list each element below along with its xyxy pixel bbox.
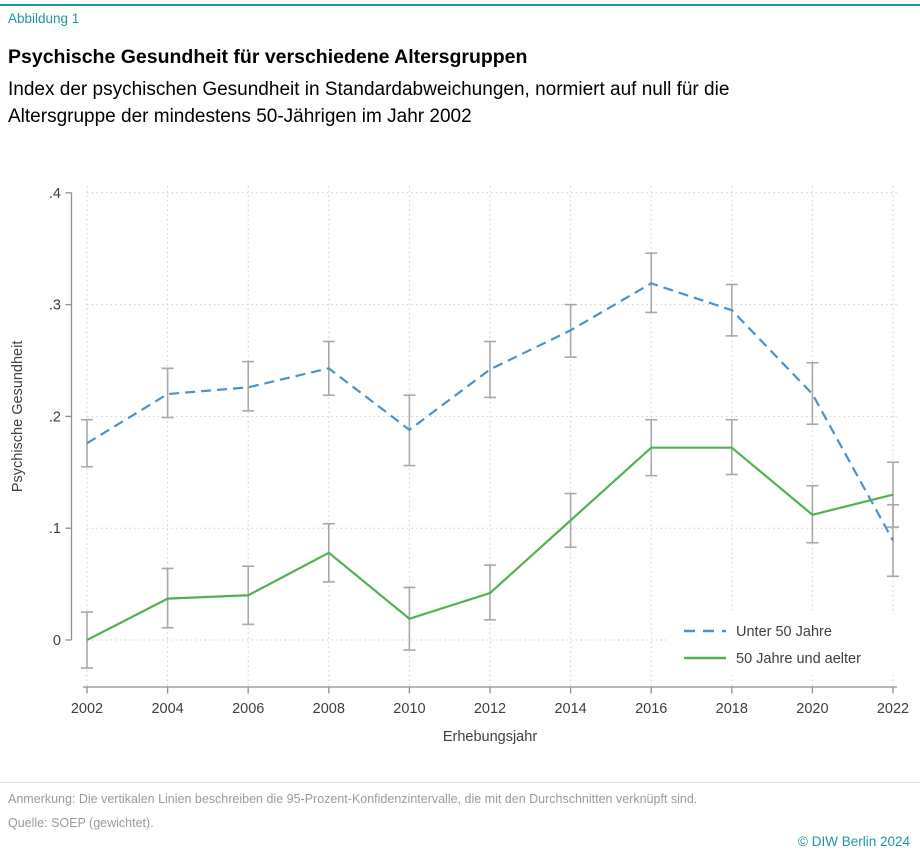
copyright-text: © DIW Berlin 2024 — [798, 834, 910, 849]
chart-canvas: Unter 50 Jahre 50 Jahre und aelter 0 .1 .2 .3… — [10, 186, 909, 745]
svg-text:2016: 2016 — [635, 701, 667, 717]
svg-text:2020: 2020 — [796, 701, 828, 717]
mental-health-line-chart: Unter 50 Jahre 50 Jahre und aelter 0 .1 .2 .3… — [0, 150, 920, 770]
y-axis: 0 .1 .2 .3 .4 Psychische Gesundheit — [10, 186, 73, 649]
svg-text:2012: 2012 — [474, 701, 506, 717]
svg-text:2008: 2008 — [313, 701, 345, 717]
series-line — [86, 282, 894, 542]
top-rule — [0, 4, 920, 6]
chart-subtitle: Index der psychischen Gesundheit in Stan… — [8, 79, 730, 127]
svg-text:.2: .2 — [49, 409, 61, 425]
svg-text:2022: 2022 — [877, 701, 909, 717]
svg-text:2018: 2018 — [716, 701, 748, 717]
svg-text:2004: 2004 — [151, 701, 183, 717]
svg-text:0: 0 — [53, 633, 61, 649]
note-separator — [0, 782, 920, 783]
page-title: Psychische Gesundheit für verschiedene A… — [8, 46, 528, 68]
legend: Unter 50 Jahre 50 Jahre und aelter — [668, 611, 900, 675]
source-text: Quelle: SOEP (gewichtet). — [8, 816, 154, 830]
svg-text:2014: 2014 — [554, 701, 586, 717]
svg-text:50 Jahre und aelter: 50 Jahre und aelter — [736, 651, 861, 667]
svg-text:2010: 2010 — [393, 701, 425, 717]
svg-text:Unter 50 Jahre: Unter 50 Jahre — [736, 624, 832, 640]
svg-text:.1: .1 — [49, 521, 61, 537]
x-axis: 2002 2004 2006 2008 2010 2012 2014 2016 2018 2020… — [71, 686, 909, 745]
svg-text:.4: .4 — [49, 186, 61, 202]
note-text: Anmerkung: Die vertikalen Linien beschre… — [8, 792, 698, 806]
figure-label: Abbildung 1 — [8, 11, 80, 26]
svg-text:2006: 2006 — [232, 701, 264, 717]
svg-text:.3: .3 — [49, 298, 61, 314]
svg-text:2002: 2002 — [71, 701, 103, 717]
svg-text:Psychische Gesundheit: Psychische Gesundheit — [10, 341, 26, 493]
svg-text:Erhebungsjahr: Erhebungsjahr — [443, 729, 537, 745]
confidence-intervals — [81, 252, 899, 669]
series-line — [86, 446, 894, 641]
